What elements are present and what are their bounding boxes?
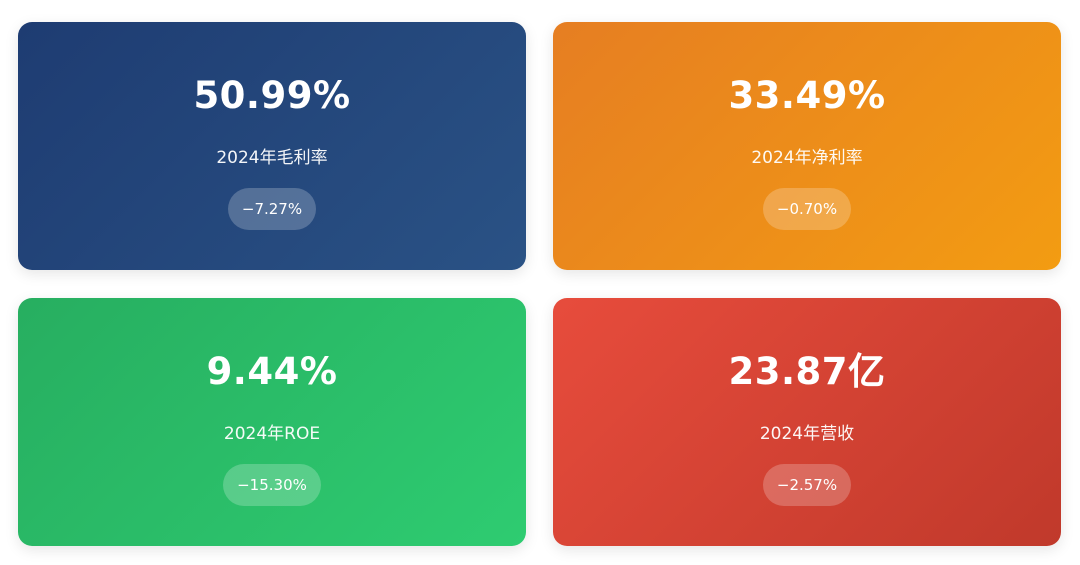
kpi-value: 9.44% bbox=[206, 350, 338, 393]
net-margin-card: 33.49% 2024年净利率 −0.70% bbox=[553, 22, 1061, 270]
roe-card: 9.44% 2024年ROE −15.30% bbox=[18, 298, 526, 546]
revenue-card: 23.87亿 2024年营收 −2.57% bbox=[553, 298, 1061, 546]
gross-margin-card: 50.99% 2024年毛利率 −7.27% bbox=[18, 22, 526, 270]
kpi-label: 2024年净利率 bbox=[751, 148, 863, 168]
kpi-label: 2024年毛利率 bbox=[216, 148, 328, 168]
change-badge: −0.70% bbox=[762, 188, 852, 230]
kpi-value: 50.99% bbox=[193, 74, 351, 117]
change-badge: −15.30% bbox=[223, 464, 321, 506]
kpi-label: 2024年ROE bbox=[223, 424, 321, 444]
kpi-value: 23.87亿 bbox=[728, 350, 886, 393]
kpi-value: 33.49% bbox=[728, 74, 886, 117]
kpi-label: 2024年营收 bbox=[759, 424, 855, 444]
change-badge: −7.27% bbox=[227, 188, 317, 230]
change-badge: −2.57% bbox=[762, 464, 852, 506]
